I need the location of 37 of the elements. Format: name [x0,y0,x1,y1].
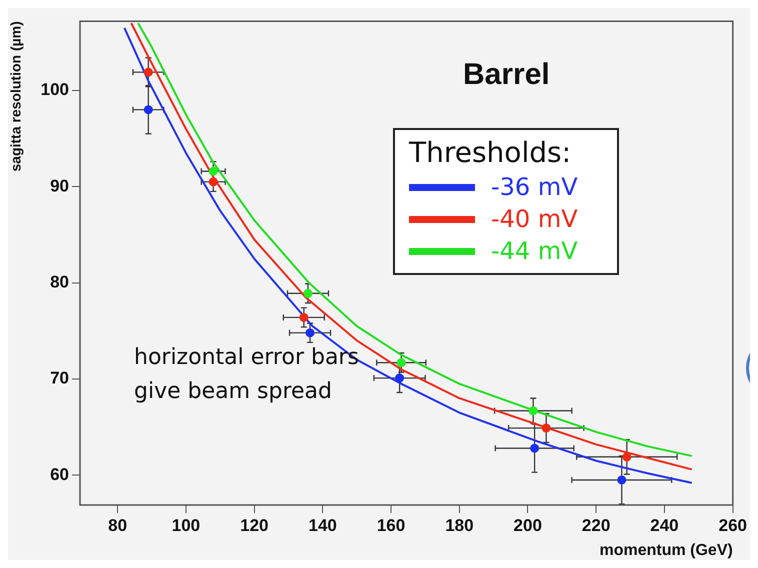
point [528,406,538,416]
y-tick-label: 90 [50,176,69,196]
x-tick-label: 140 [308,516,337,535]
y-tick-label: 80 [50,272,69,292]
y-tick-label: 60 [50,464,69,484]
x-axis-title: momentum (GeV) [599,542,733,559]
point [542,424,551,433]
point [208,166,218,176]
x-tick-label: 180 [445,516,474,535]
point [396,358,406,368]
legend-label: -44 mV [491,237,578,265]
x-tick-label: 260 [718,516,748,535]
point [530,444,540,453]
text: Barrel [463,58,550,92]
y-axis-title: sagitta resolution (µm) [7,21,24,172]
point [395,374,404,383]
y-tick-label: 70 [50,368,69,388]
point [144,68,153,77]
point [306,328,315,338]
x-tick-label: 240 [650,516,679,535]
y-tick-label: 100 [40,80,69,100]
x-tick-label: 80 [108,516,128,535]
legend-title: Thresholds: [409,136,572,169]
point [303,288,312,298]
x-tick-label: 220 [582,516,610,535]
point [622,452,632,462]
legend-label: -36 mV [491,173,578,201]
point [208,177,218,186]
point [617,475,626,484]
x-tick-label: 200 [514,516,542,535]
x-tick-label: 160 [376,516,406,535]
x-tick-label: 120 [240,516,268,535]
annotation: horizontal error bars give beam spread [134,344,359,406]
legend-label: -40 mV [491,205,578,233]
x-tick-label: 100 [172,516,200,535]
point [299,312,308,322]
point [144,105,153,114]
